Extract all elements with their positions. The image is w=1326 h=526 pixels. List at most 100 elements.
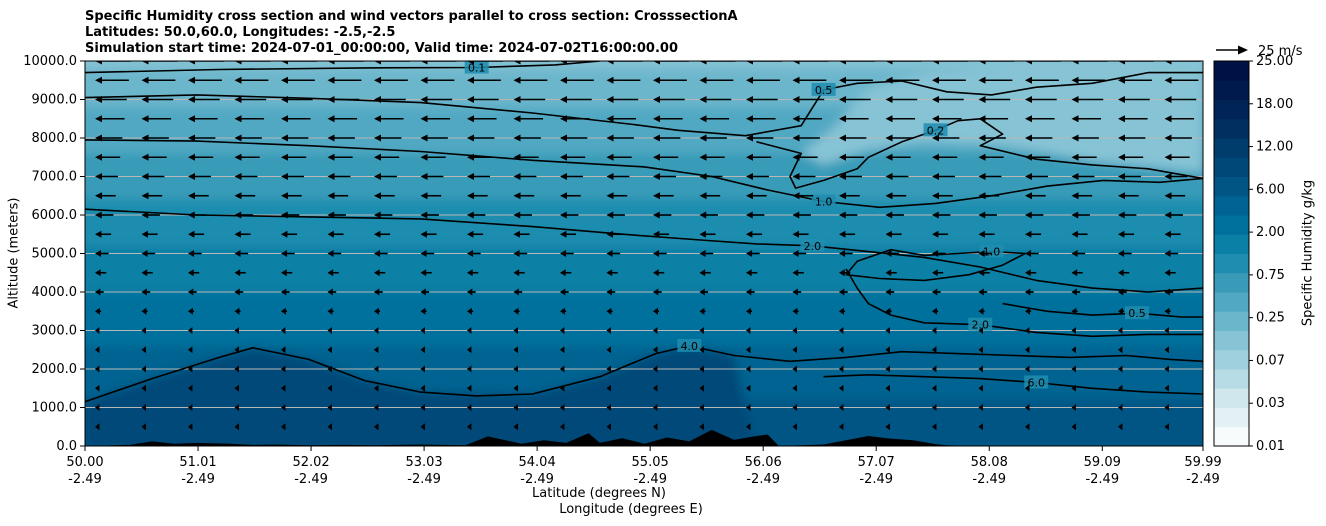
wind-vector <box>699 269 711 277</box>
wind-vector <box>560 288 569 296</box>
wind-vector <box>746 76 780 84</box>
wind-vector <box>1118 61 1154 65</box>
quiver-key-arrow <box>1216 45 1248 55</box>
wind-vector <box>281 365 286 373</box>
wind-vector <box>420 269 432 277</box>
wind-vector <box>141 192 163 200</box>
wind-vector <box>1071 404 1076 411</box>
wind-vector <box>420 134 448 142</box>
wind-vector <box>978 250 993 257</box>
wind-vector <box>374 327 379 334</box>
wind-vector <box>839 423 844 431</box>
colorbar-tick-label-5: 2.00 <box>1256 225 1285 240</box>
wind-vector <box>281 134 309 142</box>
wind-vector <box>885 365 890 373</box>
wind-vector <box>1071 211 1090 219</box>
wind-vector <box>281 250 295 257</box>
wind-vector <box>560 250 574 257</box>
y-tick-label-6: 6000.0 <box>32 208 78 223</box>
wind-vector <box>932 288 941 296</box>
wind-vector <box>885 76 920 84</box>
wind-vector <box>1071 269 1083 277</box>
wind-vector <box>839 192 860 200</box>
wind-vector <box>560 96 592 103</box>
wind-vector <box>234 423 239 431</box>
wind-vector <box>1164 173 1188 180</box>
x-tick-label-lon-0: -2.49 <box>68 472 102 487</box>
wind-vector <box>95 404 100 411</box>
wind-vector <box>374 173 397 180</box>
wind-vector <box>699 365 704 373</box>
wind-vector <box>1071 346 1076 354</box>
humidity-band-4 <box>85 199 1203 246</box>
wind-vector <box>932 61 968 65</box>
wind-vector <box>188 115 218 123</box>
wind-vector <box>95 76 129 84</box>
wind-vector <box>513 365 518 373</box>
wind-vector <box>1164 211 1183 219</box>
wind-vector <box>95 61 131 65</box>
wind-vector <box>560 269 572 277</box>
wind-vector <box>792 307 799 315</box>
wind-vector <box>141 230 158 238</box>
wind-vector <box>1025 384 1030 392</box>
wind-vector <box>234 250 249 257</box>
wind-vector <box>1071 173 1095 180</box>
wind-vector <box>234 230 251 238</box>
wind-vector <box>188 384 193 392</box>
wind-vector <box>792 134 820 142</box>
wind-vector <box>141 423 146 431</box>
axes-layer: 0.0 1000.0 2000.0 3000.0 4000.0 5000.0 6000.0 7… <box>23 54 1221 487</box>
x-tick-label-lat-1: 51.01 <box>179 455 216 470</box>
wind-vector <box>699 211 718 219</box>
wind-vector <box>281 153 307 161</box>
contour-label-2: 0.2 <box>927 124 945 137</box>
x-tick-label-lon-2: -2.49 <box>294 472 328 487</box>
wind-vector <box>141 153 167 161</box>
x-axis-label-latitude: Latitude (degrees N) <box>532 486 666 501</box>
wind-vector <box>141 307 148 315</box>
wind-vector <box>606 404 611 411</box>
wind-vector <box>327 173 351 180</box>
wind-vector <box>188 327 193 334</box>
wind-vector <box>467 250 481 257</box>
wind-vector <box>1025 153 1051 161</box>
wind-vector <box>420 230 437 238</box>
wind-vector <box>978 134 1006 142</box>
wind-vector <box>513 250 528 257</box>
wind-vector <box>978 153 1004 161</box>
wind-vector <box>1164 250 1179 257</box>
wind-vector <box>467 365 472 373</box>
chart-title-line-3: Simulation start time: 2024-07-01_00:00:… <box>85 41 678 56</box>
humidity-band-0 <box>85 61 1203 69</box>
wind-vector <box>746 365 751 373</box>
wind-vector <box>839 230 856 238</box>
wind-vector <box>374 423 379 431</box>
colorbar-segment-17 <box>1214 99 1249 120</box>
wind-vector <box>932 96 964 103</box>
colorbar-tick-label-1: 0.03 <box>1256 396 1285 411</box>
wind-vector <box>699 192 721 200</box>
wind-vector <box>885 61 922 65</box>
x-tick-label-lon-1: -2.49 <box>181 472 215 487</box>
wind-vector <box>420 153 446 161</box>
wind-vector <box>374 134 402 142</box>
wind-vector <box>746 115 776 123</box>
colorbar-tick-label-8: 18.00 <box>1256 97 1293 112</box>
colorbar-segment-10 <box>1214 234 1249 254</box>
wind-vector <box>141 61 178 65</box>
wind-vector <box>234 96 267 103</box>
wind-vector <box>792 153 818 161</box>
wind-vector <box>513 192 535 200</box>
wind-vector <box>513 153 539 161</box>
wind-vector <box>560 211 579 219</box>
wind-vector <box>885 115 916 123</box>
wind-vector <box>188 346 193 354</box>
colorbar-segment-0 <box>1214 426 1249 447</box>
wind-vector <box>95 173 118 180</box>
wind-vector <box>281 384 286 392</box>
wind-vector <box>606 96 639 103</box>
wind-vector <box>327 365 332 373</box>
wind-vector <box>653 211 672 219</box>
wind-vector <box>188 173 211 180</box>
